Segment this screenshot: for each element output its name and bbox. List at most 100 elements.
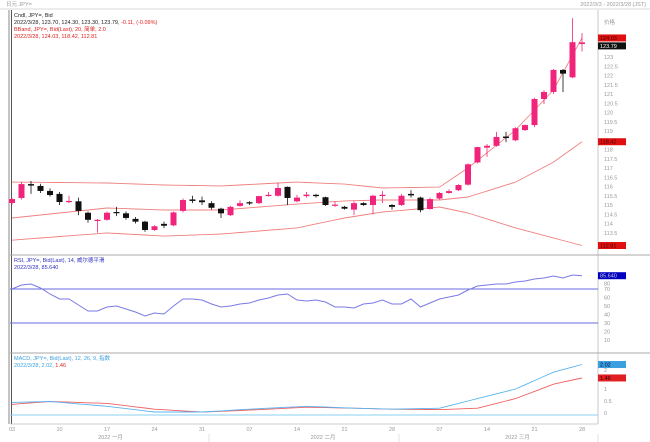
candle-body <box>569 42 576 78</box>
macd-legend: MACD, JPY=, Bid(Last), 12, 26, 9, 指数 202… <box>14 354 111 369</box>
window-title: 日元 JPY= <box>6 1 32 8</box>
price-panel <box>9 18 585 246</box>
x-month-label: 2022 一月 <box>98 434 123 441</box>
price-tick-label: 122 <box>604 74 613 80</box>
candle-body <box>379 194 386 197</box>
rsi-line <box>11 274 583 317</box>
x-tick-label: 03 <box>9 427 15 433</box>
legend-rsi-line2: 2022/3/28, 85.640 <box>14 265 58 271</box>
candle-body <box>218 208 224 214</box>
candle-body <box>294 197 300 202</box>
signal-value-label: 1.46 <box>600 376 611 382</box>
candle-body <box>512 128 519 141</box>
candle-body <box>436 192 443 199</box>
candle-body <box>132 218 139 222</box>
candle-body <box>265 194 272 197</box>
candle-body <box>37 185 44 191</box>
candle-body <box>142 221 148 230</box>
candle-body <box>398 195 405 205</box>
x-tick-label: 24 <box>151 427 157 433</box>
candle-body <box>246 202 253 204</box>
legend-price-line2: 2022/3/28, 123.70, 124.30, 123.30, 123.7… <box>14 20 157 26</box>
legend-price-ohlc: 2022/3/28, 123.70, 124.30, 123.30, 123.7… <box>14 20 120 26</box>
candle-body <box>9 199 15 203</box>
legend-rsi-line1: RSI, JPY=, Bid(Last), 14, 威尔德平滑 <box>14 256 105 264</box>
price-tick-label: 123 <box>604 55 613 61</box>
price-tick-label: 116.5 <box>604 175 617 181</box>
price-legend: Cndl, JPY=, Bid 2022/3/28, 123.70, 124.3… <box>14 13 157 40</box>
candle-body <box>550 69 557 92</box>
candle-body <box>408 193 414 196</box>
candle-body <box>541 91 547 99</box>
rsi-value-label: 85.640 <box>600 274 617 280</box>
lower-band-value-label-bg <box>598 242 626 250</box>
axes: 价格123122.5122121.5121120.5120119.5119118… <box>9 18 626 442</box>
bollinger-middle-line <box>11 141 583 219</box>
rsi-legend: RSI, JPY=, Bid(Last), 14, 威尔德平滑 2022/3/2… <box>14 256 105 271</box>
macd-tick-label: 1 <box>604 387 607 393</box>
candle-body <box>208 203 215 208</box>
candle-body <box>503 136 509 139</box>
price-tick-label: 116 <box>604 185 613 191</box>
price-tick-label: 115.5 <box>604 194 617 200</box>
macd-tick-label: 0 <box>604 411 607 417</box>
candle-body <box>427 199 433 210</box>
price-tick-label: 113.5 <box>604 231 617 237</box>
candle-body <box>94 219 101 221</box>
x-tick-label: 17 <box>104 427 110 433</box>
candle-body <box>151 226 158 230</box>
candle-body <box>417 197 424 211</box>
x-tick-label: 14 <box>294 427 300 433</box>
candle-body <box>227 206 234 216</box>
macd-signal-line <box>11 377 583 413</box>
candle-body <box>113 212 120 214</box>
rsi-value-label-bg <box>598 272 626 280</box>
price-tick-label: 122.5 <box>604 64 618 70</box>
x-tick-label: 14 <box>484 427 490 433</box>
rsi-tick-label: 20 <box>604 330 610 336</box>
x-month-label: 2022 二月 <box>311 434 336 441</box>
candle-body <box>446 191 452 193</box>
upper-band-value-label: 124.03 <box>600 36 617 42</box>
rsi-tick-label: 80 <box>604 282 610 288</box>
x-tick-label: 28 <box>389 427 395 433</box>
candle-body <box>66 200 72 203</box>
candle-body <box>28 184 34 186</box>
price-tick-label: 117.5 <box>604 157 617 163</box>
rsi-tick-label: 30 <box>604 321 610 327</box>
macd-line <box>11 364 583 413</box>
x-tick-label: 21 <box>341 427 347 433</box>
legend-macd-line1: MACD, JPY=, Bid(Last), 12, 26, 9, 指数 <box>14 354 111 362</box>
price-tick-label: 117 <box>604 166 613 172</box>
candle-body <box>351 203 357 210</box>
candle-body <box>275 187 281 196</box>
price-tick-label: 118 <box>604 148 613 154</box>
middle-band-value-label-bg <box>598 138 626 146</box>
candle-body <box>284 186 291 198</box>
candle-body <box>322 197 329 205</box>
legend-bband-line1: BBand, JPY=, Bid(Last), 20, 简单, 2.0 <box>14 25 106 33</box>
candle-body <box>455 185 462 191</box>
price-tick-label: 114.5 <box>604 212 617 218</box>
candle-body <box>332 204 338 206</box>
rsi-tick-label: 50 <box>604 304 610 310</box>
x-tick-label: 28 <box>579 427 585 433</box>
upper-band-value-label-bg <box>598 34 626 42</box>
price-tick-label: 114 <box>604 222 613 228</box>
candle-body <box>170 212 177 226</box>
candle-body <box>199 200 205 203</box>
rsi-tick-label: 60 <box>604 296 610 302</box>
close-value-label-bg <box>598 42 626 50</box>
price-tick-label: 119 <box>604 129 613 135</box>
macd-tick-label: 2 <box>604 368 607 374</box>
candle-body <box>341 206 348 209</box>
macd-value-label-bg <box>598 361 626 369</box>
legend-macd-line2: 2022/3/28, 2.02, 1.46 <box>14 363 66 369</box>
candle-body <box>370 195 376 205</box>
legend-bband-line2: 2022/3/28, 124.03, 118.42, 112.81 <box>14 34 97 40</box>
candle-body <box>522 125 528 131</box>
signal-value-label-bg <box>598 374 626 382</box>
candle-body <box>18 184 25 198</box>
macd-value-label: 2.02 <box>600 363 611 369</box>
candle-body <box>560 69 566 74</box>
